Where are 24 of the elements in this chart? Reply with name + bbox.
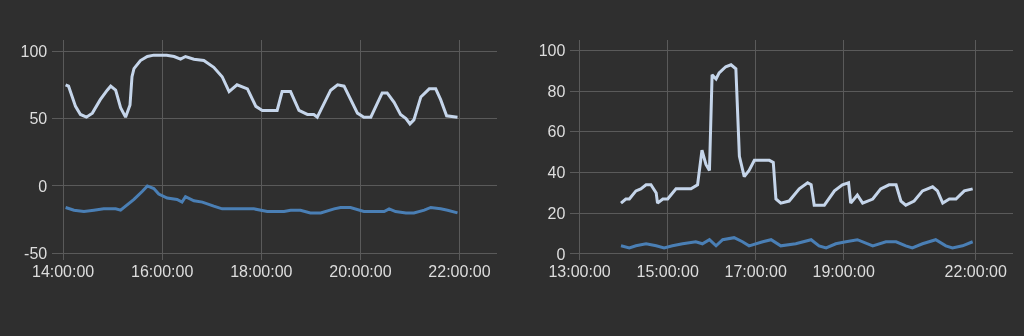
y-tick-label: 20 <box>547 204 566 222</box>
x-tick-label: 13:00:00 <box>548 263 611 281</box>
y-tick-label: 60 <box>547 123 566 141</box>
y-tick-label: 50 <box>29 110 48 128</box>
x-tick-label: 16:00:00 <box>131 263 194 281</box>
x-tick-label: 14:00:00 <box>31 263 95 281</box>
x-tick-label: 22:00:00 <box>944 263 1007 281</box>
x-tick-label: 19:00:00 <box>812 263 875 281</box>
line-series <box>619 236 975 250</box>
y-tick-label: 0 <box>38 177 48 195</box>
line-series <box>64 184 459 215</box>
y-tick-label: 100 <box>538 42 566 60</box>
x-tick-label: 15:00:00 <box>636 263 699 281</box>
x-tick-label: 17:00:00 <box>724 263 787 281</box>
y-tick-label: 100 <box>20 42 48 60</box>
x-tick-label: 22:00:00 <box>428 263 491 281</box>
x-tick-label: 18:00:00 <box>230 263 293 281</box>
line-series <box>619 63 975 207</box>
y-tick-label: 0 <box>556 245 566 263</box>
y-tick-label: 80 <box>547 82 566 100</box>
y-tick-label: -50 <box>24 244 48 262</box>
y-tick-label: 40 <box>547 164 566 182</box>
x-tick-label: 20:00:00 <box>329 263 392 281</box>
line-series <box>64 53 459 126</box>
